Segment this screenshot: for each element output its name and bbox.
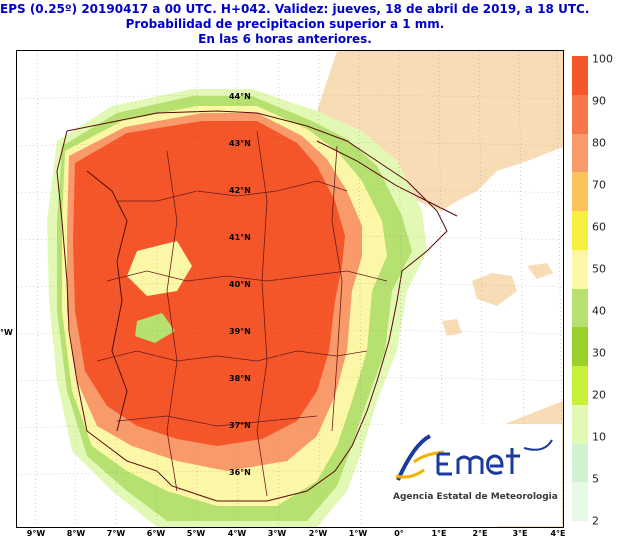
legend-label: 60 [592,220,606,234]
title-line-2: Probabilidad de precipitacion superior a… [125,17,445,31]
legend-label: 20 [592,388,606,402]
lon-label-5w: 5°W [186,529,206,538]
legend-swatch [572,56,588,95]
legend-swatch [572,172,588,211]
legend-swatch [572,288,588,328]
france-border [316,140,458,217]
lon-label-1w: 1°W [348,529,368,538]
map-canvas: 44°N 43°N 42°N 41°N 40°N 39°N 38°N 37°N … [17,51,563,527]
lat-label-42: 42°N [229,186,251,195]
legend-swatch [572,443,588,483]
legend-swatch [572,327,588,366]
lon-label-3w: 3°W [267,529,287,538]
lon-label-6w: 6°W [146,529,166,538]
lon-label-4e: 4°E [550,529,566,538]
lat-label-44: 44°N [229,92,251,101]
lon-label-0: 0° [394,529,404,538]
left-edge-label: °W [0,328,13,337]
longitude-labels: 9°W 8°W 7°W 6°W 5°W 4°W 3°W 2°W 1°W 0° 1… [0,529,570,543]
precipitation-probability-map: 44°N 43°N 42°N 41°N 40°N 39°N 38°N 37°N … [16,50,564,528]
lon-label-2e: 2°E [472,529,488,538]
lat-label-39: 39°N [229,327,251,336]
portugal-border [86,170,128,432]
latitude-labels: 44°N 43°N 42°N 41°N 40°N 39°N 38°N 37°N … [229,92,251,477]
france-landmass [317,51,563,211]
legend-label: 50 [592,262,606,276]
lat-label-41: 41°N [229,233,251,242]
aemet-wordmark [395,434,553,481]
lon-label-8w: 8°W [66,529,86,538]
lon-label-2w: 2°W [308,529,328,538]
lat-label-38: 38°N [229,374,251,383]
legend-swatch [572,404,588,444]
lon-label-7w: 7°W [106,529,126,538]
lon-label-1e: 1°E [431,529,447,538]
inland-yellow-patch [127,241,192,296]
aemet-logo [384,424,562,526]
legend-swatch [572,482,588,521]
legend-swatch [572,211,588,250]
lon-label-4w: 4°W [227,529,247,538]
lon-label-9w: 9°W [26,529,46,538]
legend-swatch [572,94,588,134]
legend-label: 10 [592,430,606,444]
legend-swatch [572,249,588,289]
lon-label-3e: 3°E [512,529,528,538]
lat-label-40: 40°N [229,280,251,289]
inland-green-patch [135,313,175,343]
lat-label-37: 37°N [229,421,251,430]
lat-label-36: 36°N [229,468,251,477]
aemet-agency-name: Agencia Estatal de Meteorologia [393,492,558,502]
legend-label: 30 [592,346,606,360]
legend-label: 90 [592,94,606,108]
title-line-1: EPS (0.25º) 20190417 a 00 UTC. H+042. Va… [0,2,590,16]
legend-labels: 100 90 80 70 60 50 40 30 20 10 5 2 [592,50,622,530]
legend-swatch [572,366,588,405]
probability-legend [572,56,588,521]
iberia-coastline [56,110,448,502]
legend-label: 2 [592,514,599,528]
legend-label: 70 [592,178,606,192]
legend-label: 40 [592,304,606,318]
balearic-islands [442,263,553,336]
legend-label: 5 [592,472,599,486]
lat-label-43: 43°N [229,139,251,148]
region-borders [96,130,388,497]
legend-label: 80 [592,136,606,150]
legend-swatch [572,133,588,173]
legend-label: 100 [592,52,613,66]
title-line-3: En las 6 horas anteriores. [198,32,372,46]
map-title: EPS (0.25º) 20190417 a 00 UTC. H+042. Va… [0,2,590,47]
aemet-logo-mark [395,434,553,481]
